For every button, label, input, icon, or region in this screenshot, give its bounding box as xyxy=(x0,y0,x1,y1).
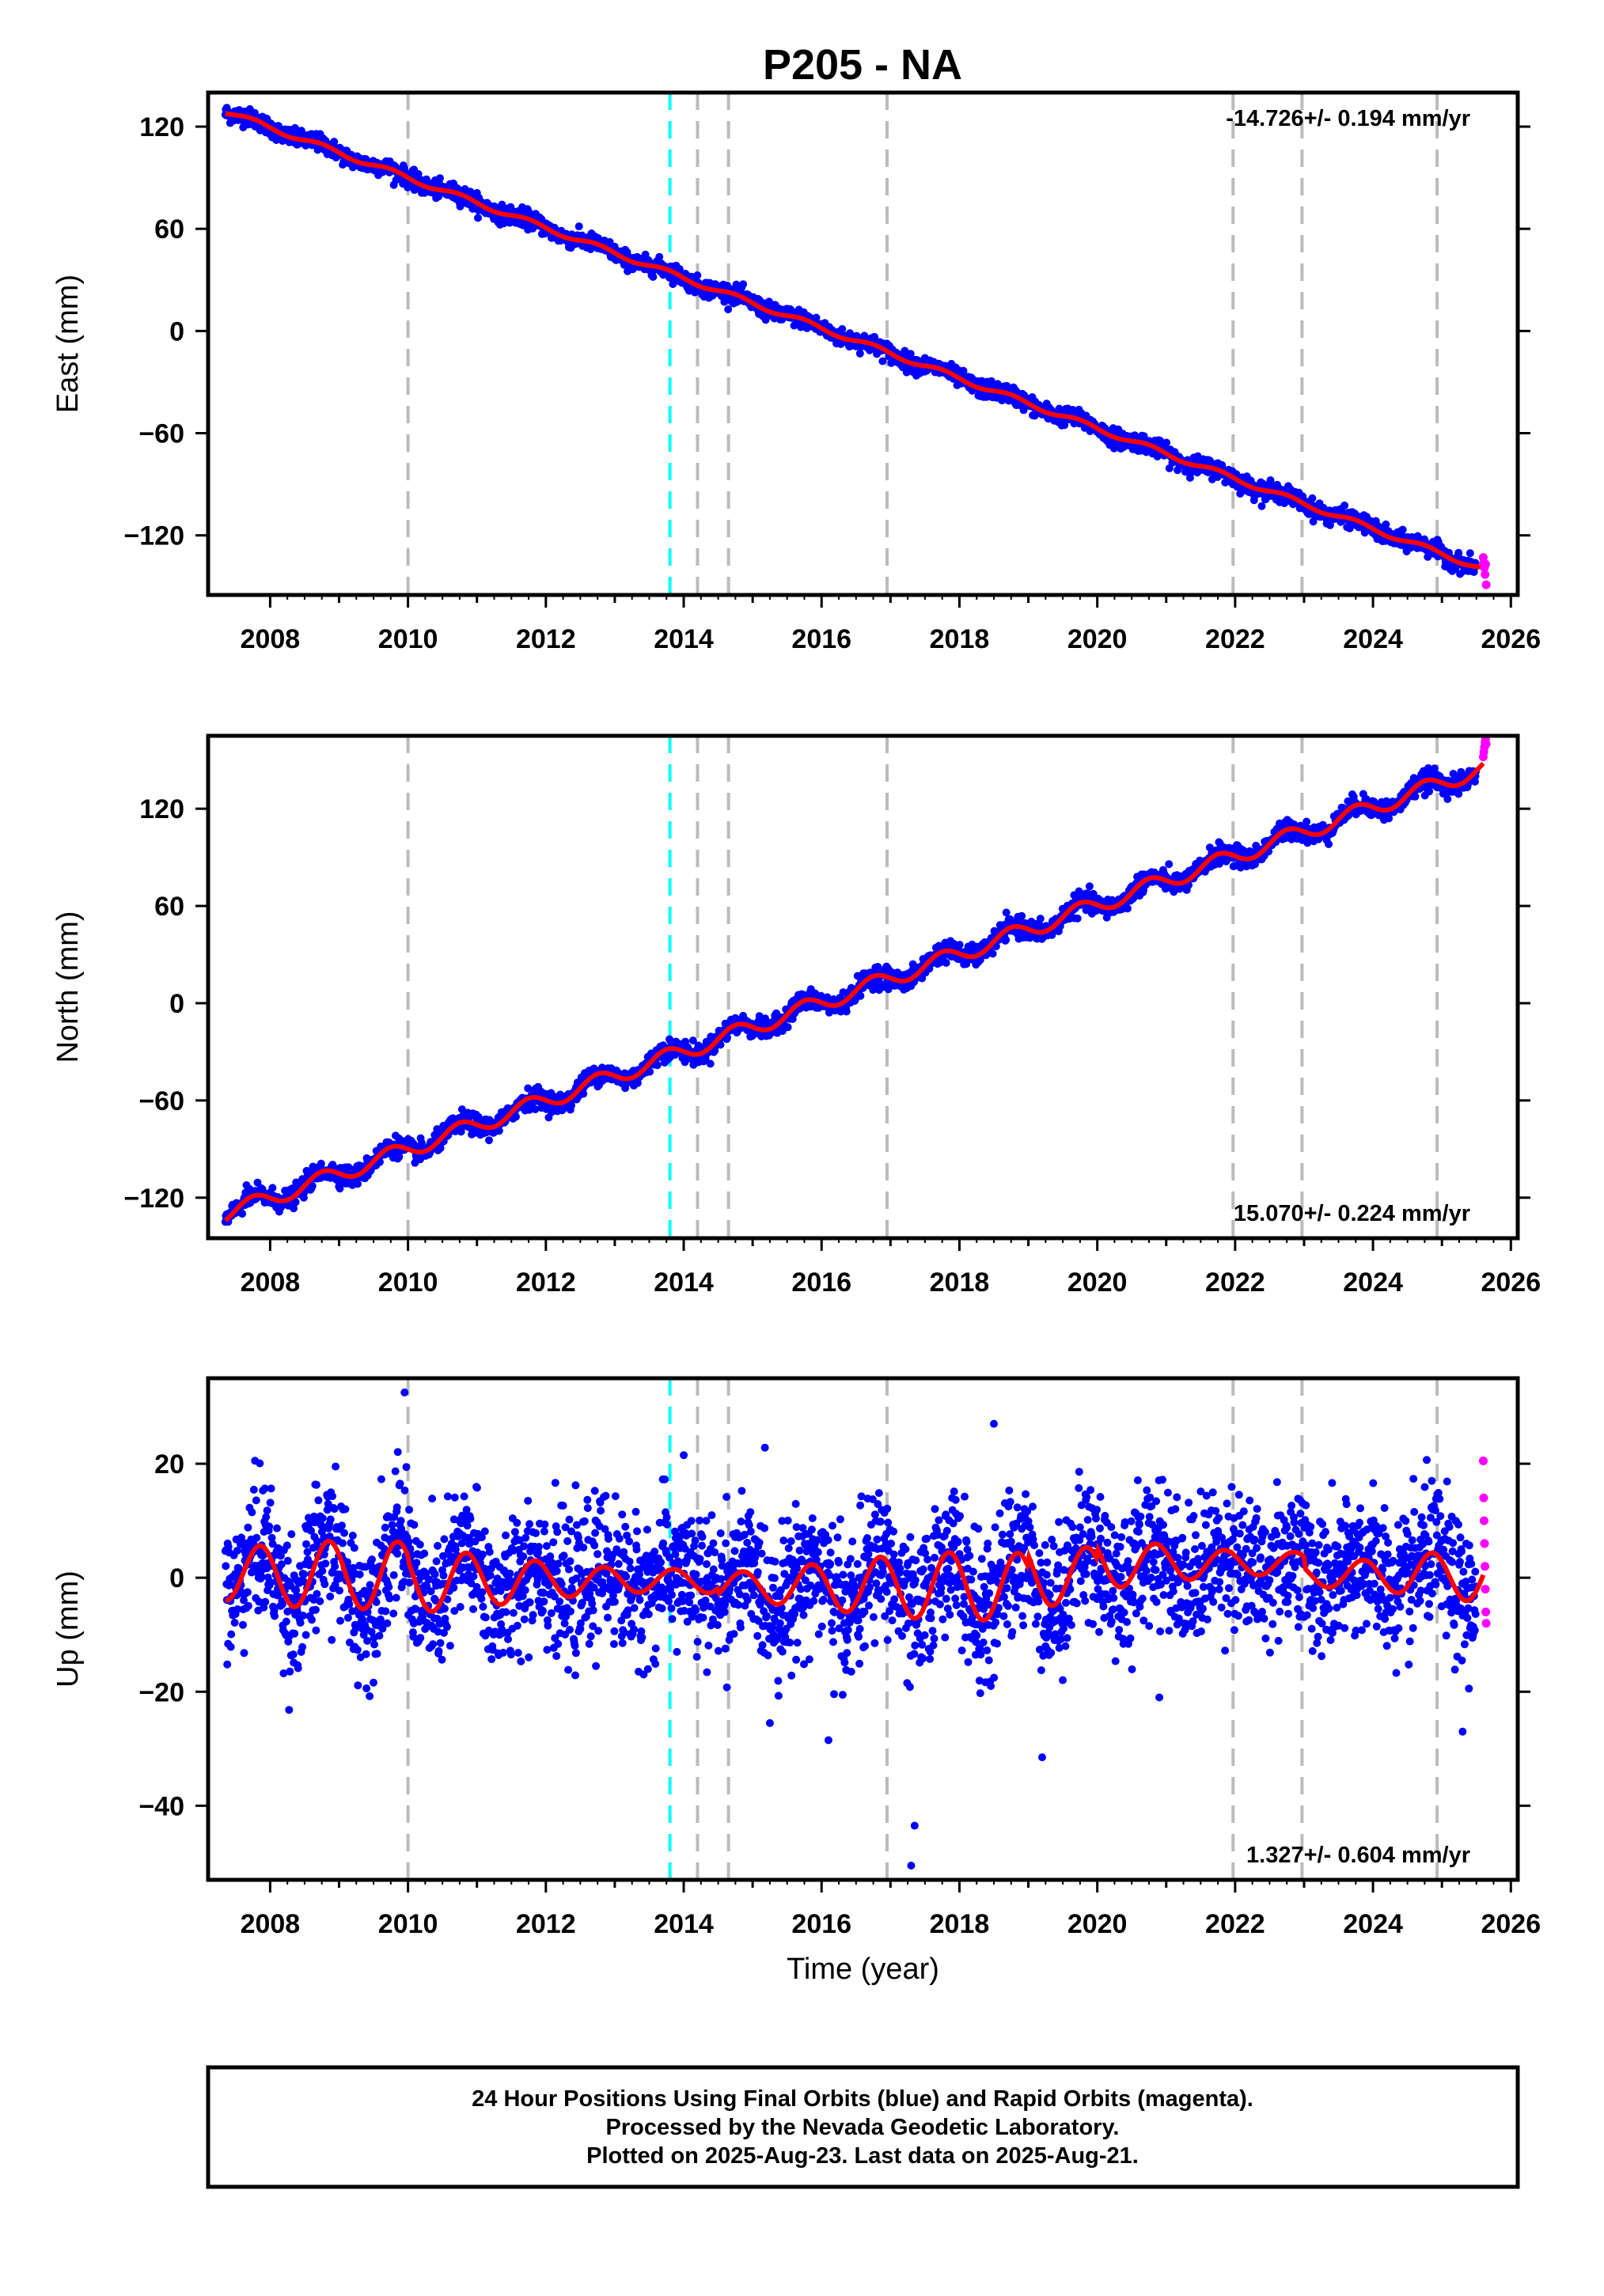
y-axis-title: East (mm) xyxy=(51,275,85,413)
data-point xyxy=(1002,935,1011,944)
x-tick-label: 2018 xyxy=(930,624,990,654)
rapid-point xyxy=(1481,570,1490,579)
data-point xyxy=(436,174,444,183)
data-point xyxy=(942,959,950,967)
data-point xyxy=(878,357,887,366)
data-point xyxy=(1398,525,1407,534)
y-tick-label: 60 xyxy=(154,214,184,244)
data-point xyxy=(739,280,748,289)
data-point xyxy=(574,222,583,231)
data-point xyxy=(395,1153,404,1161)
data-point xyxy=(988,949,997,958)
x-tick-label: 2024 xyxy=(1343,624,1403,654)
data-point xyxy=(1085,882,1094,891)
data-point xyxy=(838,324,847,333)
y-tick-label: −120 xyxy=(123,521,184,551)
x-tick-label: 2010 xyxy=(378,624,438,654)
data-point xyxy=(1002,908,1011,917)
data-point xyxy=(1308,494,1317,502)
data-point xyxy=(330,138,339,146)
data-point xyxy=(693,271,702,279)
rapid-point xyxy=(1481,580,1491,589)
data-point xyxy=(856,991,865,1000)
data-point xyxy=(842,1007,851,1016)
data-point xyxy=(290,123,299,132)
x-tick-label: 2026 xyxy=(1481,624,1541,654)
data-point xyxy=(655,252,664,261)
data-point xyxy=(783,1023,792,1032)
data-point xyxy=(675,265,684,274)
data-point xyxy=(1075,887,1083,896)
rate-label: -14.726+/- 0.194 mm/yr xyxy=(1226,106,1470,131)
data-point xyxy=(1303,817,1311,826)
x-tick-label: 2022 xyxy=(1205,624,1265,654)
data-point xyxy=(268,1184,277,1192)
data-point xyxy=(706,1059,715,1068)
north-panel: 2008 2010 2012 2014 2016 2018 2020 2022 2024 2026… xyxy=(51,733,1541,1298)
model-fit-line xyxy=(225,111,1485,570)
chart-title: P205 - NA xyxy=(763,41,962,89)
data-point xyxy=(1018,911,1026,920)
x-tick-label: 2008 xyxy=(241,624,301,654)
data-point xyxy=(1165,860,1174,869)
rapid-points xyxy=(1478,553,1491,589)
y-tick-label: 120 xyxy=(139,112,184,142)
east-panel: 2008 2010 2012 2014 2016 2018 2020 2022 2024 2026… xyxy=(51,90,1541,654)
x-tick-label: 2016 xyxy=(791,624,851,654)
data-point xyxy=(1073,914,1082,923)
data-point xyxy=(474,214,482,222)
data-point xyxy=(1257,502,1266,510)
data-point xyxy=(724,305,733,313)
data-point xyxy=(1340,501,1349,510)
data-point xyxy=(649,273,658,281)
data-point xyxy=(955,941,964,949)
data-point xyxy=(456,203,465,210)
data-point xyxy=(354,1180,362,1188)
data-point xyxy=(238,1210,247,1218)
x-tick-label: 2014 xyxy=(654,624,714,654)
data-point xyxy=(1123,904,1132,913)
data-point xyxy=(1036,915,1045,923)
x-tick-label: 2020 xyxy=(1067,624,1128,654)
data-point xyxy=(855,349,864,358)
rapid-point xyxy=(1481,559,1490,569)
data-point xyxy=(653,1061,662,1070)
x-tick-label: 2012 xyxy=(516,624,576,654)
data-point xyxy=(1466,549,1474,558)
y-tick-label: −60 xyxy=(138,419,184,449)
y-tick-label: 0 xyxy=(169,316,184,347)
data-point xyxy=(485,1136,493,1145)
